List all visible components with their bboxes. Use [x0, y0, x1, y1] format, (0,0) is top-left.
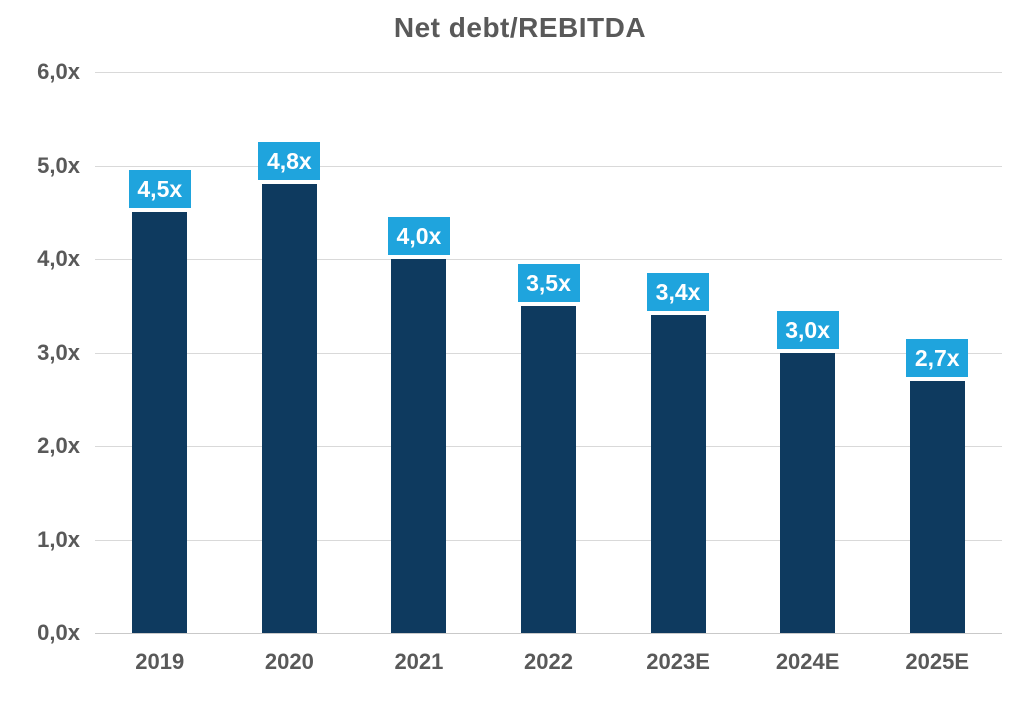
gridline	[95, 165, 1002, 167]
x-axis-line	[95, 633, 1002, 634]
x-axis-label: 2023E	[646, 649, 710, 674]
bar-value-badge: 3,5x	[517, 263, 580, 302]
bar-value-badge: 4,5x	[128, 170, 191, 209]
bar-value-badge: 4,0x	[387, 217, 450, 255]
x-axis-label: 2024E	[775, 649, 840, 674]
x-axis-label: 2019	[135, 649, 185, 674]
y-axis-label: 6,0x	[37, 59, 80, 84]
y-axis-label: 4,0x	[37, 246, 80, 271]
y-axis-label: 1,0x	[37, 526, 80, 552]
x-axis-label: 2020	[264, 649, 314, 674]
y-axis-label: 3,0x	[37, 339, 80, 365]
y-axis-label: 0,0x	[37, 620, 80, 645]
bar	[650, 315, 706, 633]
y-axis-label: 2,0x	[37, 433, 80, 458]
bar	[132, 212, 188, 633]
gridline	[95, 259, 1002, 260]
bar-value-badge: 4,8x	[258, 142, 321, 181]
bar-value-badge: 3,4x	[647, 273, 710, 312]
bar	[521, 305, 576, 633]
bar	[780, 352, 836, 633]
x-axis-label: 2022	[524, 649, 573, 674]
bar	[261, 184, 317, 633]
chart-title: Net debt/REBITDA	[393, 12, 647, 43]
x-axis-label: 2021	[394, 649, 444, 674]
x-axis-label: 2025E	[905, 649, 970, 674]
bar-value-badge: 2,7x	[906, 338, 969, 377]
bar-value-badge: 3,0x	[776, 310, 839, 349]
y-axis-label: 5,0x	[37, 152, 80, 178]
bar	[909, 380, 965, 633]
bar	[391, 259, 447, 633]
gridline	[95, 72, 1002, 73]
